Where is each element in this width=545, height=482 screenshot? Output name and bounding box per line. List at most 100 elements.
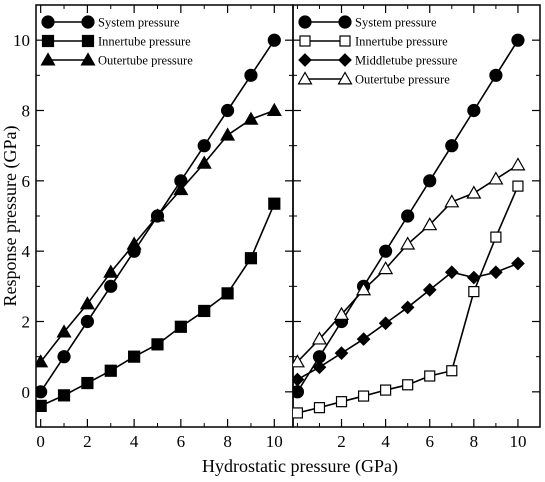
right-series-middletube-pressure [293, 256, 525, 387]
left-series-innertube-pressure-point [104, 364, 117, 377]
left-legend-item-system-pressure-marker [41, 15, 55, 29]
left-series-outertube-pressure-point [173, 181, 189, 196]
right-series-system-pressure-point [511, 33, 525, 47]
left-series-system-pressure-point [267, 33, 281, 47]
left-series-outertube-pressure-point [79, 296, 95, 310]
right-series-system-pressure-point [423, 174, 437, 188]
left-y-tick-label: 6 [22, 172, 31, 191]
left-series-system-pressure-point [57, 350, 71, 364]
left-y-tick-label: 2 [22, 313, 31, 332]
left-series-innertube-pressure-point [57, 389, 71, 402]
left-series-outertube-pressure-point [243, 111, 259, 125]
right-series-middletube-pressure-point [422, 283, 437, 297]
right-series-innertube-pressure-point [293, 407, 304, 419]
right-legend-item-innertube-pressure-marker [299, 35, 311, 47]
left-series-innertube-pressure-point [198, 304, 211, 318]
left-legend-item-system-pressure-label: System pressure [98, 16, 180, 30]
left-series-innertube-pressure-point [36, 399, 47, 412]
right-series-system-pressure-point [489, 68, 503, 82]
right-series-outertube-pressure-point [444, 194, 460, 208]
left-series-outertube-pressure-line [40, 109, 275, 363]
right-x-tick-label: 2 [337, 432, 346, 451]
right-series-innertube-pressure [293, 180, 524, 419]
left-panel: 0 2 4 6 8 10 0 2 4 6 8 10 System pressure Innertube p… [13, 4, 294, 451]
right-series-outertube-pressure-point [400, 236, 416, 250]
right-x-tick-label: 4 [381, 432, 390, 451]
right-series-middletube-pressure-point [489, 265, 503, 280]
left-series-innertube-pressure-point [268, 197, 281, 210]
right-panel-frame [292, 4, 541, 428]
right-series-outertube-pressure [293, 157, 526, 368]
y-axis-title: Response pressure (GPa) [0, 126, 21, 307]
right-series-system-pressure-point [293, 385, 305, 399]
right-legend-item-outertube-pressure-marker [297, 71, 313, 85]
right-series-middletube-pressure-point [466, 270, 481, 285]
left-legend-item-innertube-pressure-marker [41, 34, 55, 48]
right-series-system-pressure-point [467, 103, 481, 118]
right-legend: System pressure Innertube pressure Middlet… [297, 15, 458, 87]
left-y-tick-label: 8 [22, 102, 31, 121]
right-series-middletube-pressure-line [297, 262, 519, 381]
right-series-system-pressure-point [379, 244, 393, 258]
left-legend-item-innertube-pressure-label: Innertube pressure [98, 35, 191, 49]
right-series-innertube-pressure-point [357, 390, 370, 402]
right-series-outertube-pressure-point [293, 354, 305, 368]
right-legend-item-outertube-pressure-marker [337, 71, 353, 85]
left-plot-area [36, 33, 282, 412]
right-legend-item-outertube-pressure-label: Outertube pressure [355, 73, 450, 87]
left-y-tick-label: 10 [13, 31, 30, 50]
right-series-middletube-pressure-point [400, 300, 415, 315]
left-x-tick-label: 0 [36, 432, 45, 451]
left-legend-item-outertube-pressure-label: Outertube pressure [98, 54, 193, 68]
right-legend-item-middletube-pressure-marker [338, 53, 352, 67]
left-x-tick-label: 2 [83, 432, 92, 451]
right-series-innertube-pressure-point [468, 286, 480, 298]
left-x-tick-label: 6 [177, 432, 186, 451]
right-series-middletube-pressure-point [511, 256, 525, 271]
right-series-middletube-pressure-point [334, 346, 349, 360]
left-series-innertube-pressure-point [81, 376, 94, 390]
right-x-tick-label: 8 [470, 432, 479, 451]
right-series-innertube-pressure-point [335, 396, 348, 408]
right-series-innertube-pressure-point [446, 365, 458, 377]
left-series-outertube-pressure-point [149, 208, 166, 222]
right-series-outertube-pressure-point [510, 157, 526, 171]
left-series-outertube-pressure-point [126, 236, 142, 250]
right-series-middletube-pressure-point [378, 316, 393, 331]
right-series-outertube-pressure-point [356, 282, 372, 296]
left-legend: System pressure Innertube pressure Outertu… [40, 15, 193, 68]
left-panel-frame [35, 4, 294, 428]
left-series-innertube-pressure-point [244, 252, 258, 265]
left-series-innertube-pressure-point [221, 287, 234, 300]
left-series-system-pressure-point [80, 314, 95, 329]
left-y-tick-label: 0 [22, 383, 31, 402]
left-series-system-pressure-point [36, 385, 48, 399]
right-series-outertube-pressure-point [488, 171, 504, 185]
right-panel: 2 4 6 8 10 System pressure Innertube pressure M… [292, 4, 541, 451]
right-series-innertube-pressure-point [424, 370, 436, 382]
right-x-tick-label: 6 [425, 432, 434, 451]
left-series-innertube-pressure-line [40, 203, 276, 407]
right-series-middletube-pressure-point [356, 332, 371, 346]
left-series-innertube-pressure [36, 197, 281, 412]
right-series-outertube-pressure-point [422, 217, 438, 231]
right-legend-item-innertube-pressure-marker [339, 35, 351, 47]
right-plot-area [293, 33, 526, 419]
right-series-system-pressure-point [401, 209, 415, 223]
left-legend-item-outertube-pressure-marker [80, 52, 96, 66]
right-series-outertube-pressure-point [311, 331, 327, 345]
right-legend-item-system-pressure-marker [338, 15, 352, 29]
left-series-outertube-pressure-point [103, 264, 119, 278]
right-series-innertube-pressure-point [402, 379, 414, 391]
right-series-innertube-pressure-point [490, 231, 502, 243]
right-legend-item-system-pressure-label: System pressure [355, 16, 437, 30]
right-series-outertube-pressure-point [333, 306, 350, 320]
left-series-outertube-pressure-point [220, 127, 236, 141]
left-series-innertube-pressure-point [128, 350, 141, 363]
left-series-outertube-pressure-point [266, 102, 282, 116]
right-series-outertube-pressure-point [378, 261, 394, 275]
right-legend-item-innertube-pressure-label: Innertube pressure [355, 35, 448, 49]
left-series-system-pressure-point [197, 139, 211, 153]
right-legend-item-middletube-pressure-marker [298, 53, 312, 67]
